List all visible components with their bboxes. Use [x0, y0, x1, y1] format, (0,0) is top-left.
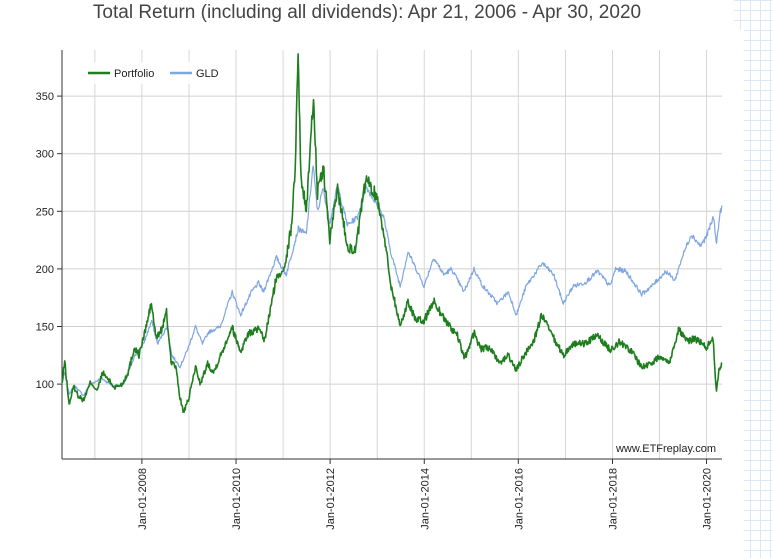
- grid-layer: [62, 50, 722, 459]
- legend-label-gld: GLD: [196, 68, 219, 80]
- y-tick-label: 200: [36, 264, 54, 276]
- chart-title: Total Return (including all dividends): …: [0, 0, 734, 30]
- x-tick-label: Jan-01-2020: [702, 468, 714, 530]
- y-tick-label: 250: [36, 206, 54, 218]
- series-layer: [61, 53, 723, 413]
- y-tick-label: 350: [36, 91, 54, 103]
- legend-label-portfolio: Portfolio: [114, 68, 154, 80]
- series-line-gld: [61, 165, 723, 397]
- legend-background: [78, 62, 228, 84]
- x-tick-label: Jan-01-2018: [607, 468, 619, 530]
- y-tick-label: 150: [36, 322, 54, 334]
- series-line-portfolio: [61, 53, 723, 413]
- x-tick-label: Jan-01-2014: [419, 468, 431, 530]
- legend: Portfolio GLD: [78, 62, 228, 84]
- x-tick-label: Jan-01-2012: [325, 468, 337, 530]
- x-tick-label: Jan-01-2016: [513, 468, 525, 530]
- y-tick-label: 100: [36, 379, 54, 391]
- watermark-text: www.ETFreplay.com: [615, 443, 716, 455]
- axis-layer: 100 150 200 250 300 350 Jan-01-2008 Jan-01-2010…: [36, 50, 722, 530]
- y-tick-label: 300: [36, 149, 54, 161]
- chart-panel: 100 150 200 250 300 350 Jan-01-2008 Jan-01-2010…: [0, 30, 744, 558]
- x-tick-label: Jan-01-2008: [137, 468, 149, 530]
- x-tick-label: Jan-01-2010: [231, 468, 243, 530]
- chart-svg: 100 150 200 250 300 350 Jan-01-2008 Jan-01-2010…: [36, 50, 723, 530]
